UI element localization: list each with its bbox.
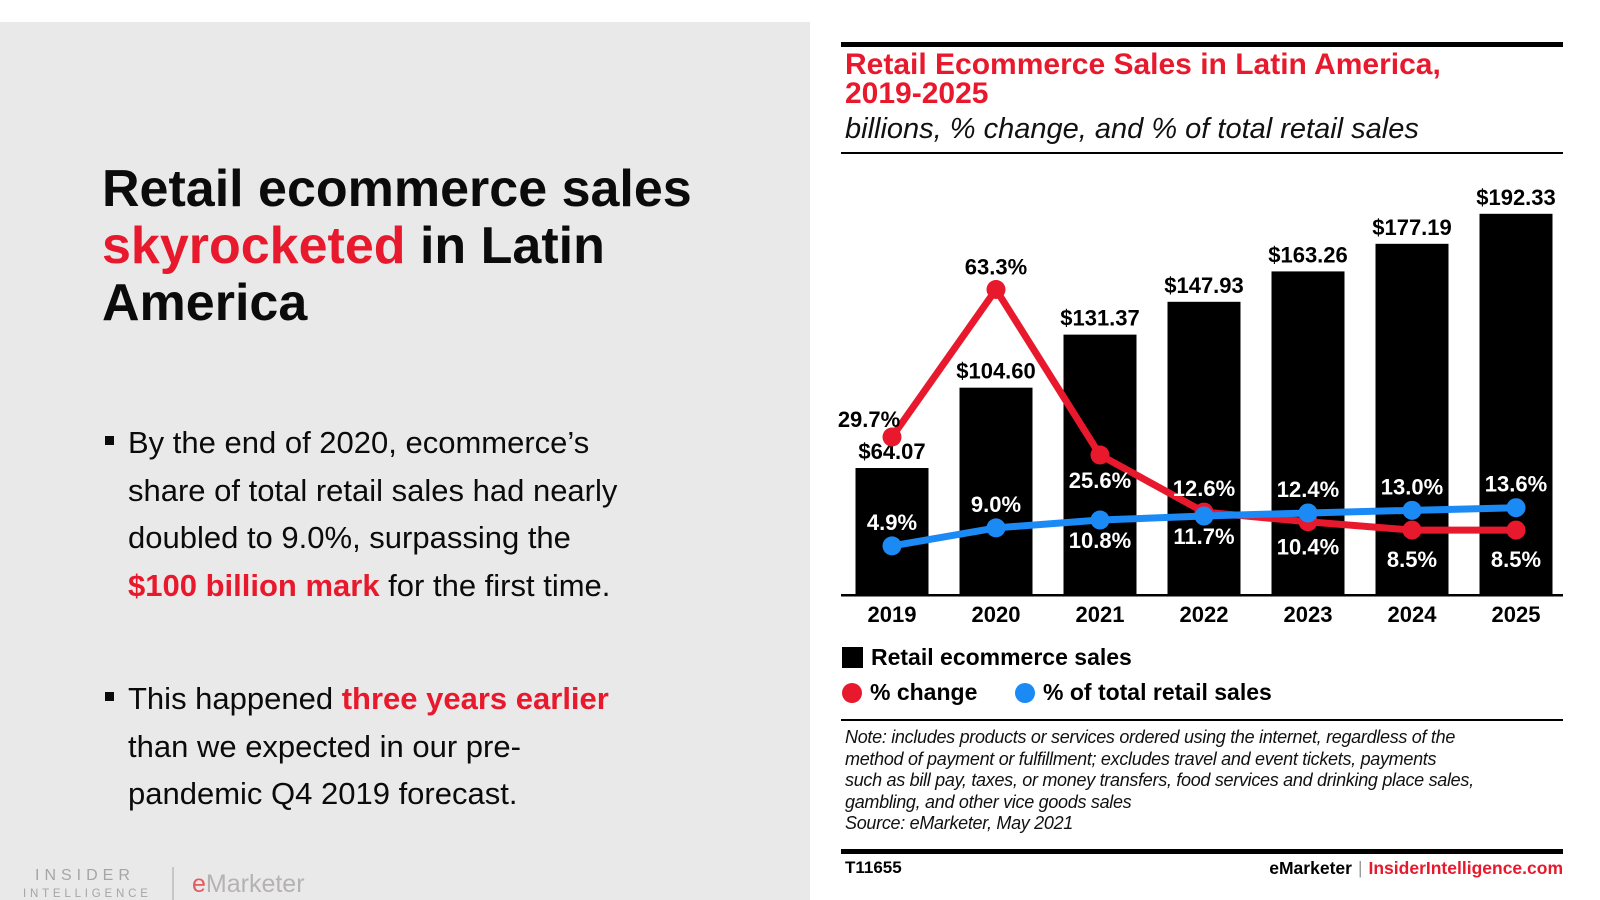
bullet-square-icon [105, 436, 114, 445]
text-segment: This happened [128, 681, 342, 716]
text-segment: for the first time. [379, 567, 611, 603]
blue-dot-icon [1015, 682, 1035, 703]
bar-value-label-2022: $147.93 [1164, 273, 1244, 298]
note-divider-rule [841, 719, 1563, 721]
pct-of-retail-label-2025: 13.6% [1485, 472, 1547, 497]
pct-of-retail-point-2025 [1506, 498, 1526, 518]
pct-of-retail-label-2022: 11.7% [1173, 524, 1234, 549]
red-dot-icon [842, 682, 862, 703]
x-tick-2024: 2024 [1388, 602, 1438, 627]
emarketer-logo-e: e [192, 870, 206, 898]
footer-brand: eMarketer [1269, 858, 1352, 878]
bullet-item: This happened three years earlier than w… [105, 675, 728, 818]
bar-swatch-icon [842, 647, 863, 668]
bar-value-label-2024: $177.19 [1372, 215, 1452, 240]
pct-of-retail-point-2021 [1090, 510, 1110, 530]
pct-of-retail-label-2020: 9.0% [971, 492, 1021, 517]
bar-2024 [1375, 243, 1449, 595]
footer-rule [841, 849, 1563, 854]
logo-divider [172, 867, 174, 900]
bar-value-label-2020: $104.60 [956, 359, 1036, 384]
x-tick-2019: 2019 [868, 602, 917, 627]
pct-of-retail-point-2019 [882, 536, 902, 556]
pct-change-label-2023: 10.4% [1277, 535, 1339, 560]
legend-label: Retail ecommerce sales [871, 644, 1132, 670]
pct-of-retail-point-2024 [1402, 500, 1422, 520]
chart-id: T11655 [845, 858, 902, 877]
pct-change-label-2020: 63.3% [965, 255, 1027, 280]
pct-change-point-2024 [1402, 520, 1422, 540]
pct-of-retail-label-2019: 4.9% [867, 510, 917, 535]
bar-2023 [1271, 271, 1345, 595]
legend-item-pct-change: % change [842, 679, 977, 706]
top-rule [841, 42, 1563, 47]
x-tick-2023: 2023 [1284, 602, 1333, 627]
pct-change-label-2019: 29.7% [838, 407, 900, 432]
pct-change-point-2020 [986, 280, 1006, 300]
pct-of-retail-label-2024: 13.0% [1381, 474, 1443, 499]
pct-of-retail-label-2021: 10.8% [1069, 528, 1131, 553]
x-tick-2025: 2025 [1492, 602, 1541, 627]
footer-site-link: InsiderIntelligence.com [1368, 858, 1564, 878]
bar-value-label-2025: $192.33 [1476, 185, 1556, 210]
chart-subtitle: billions, % change, and % of total retai… [845, 113, 1419, 145]
bar-value-label-2023: $163.26 [1268, 242, 1348, 267]
pct-of-retail-label-2023: 12.4% [1277, 477, 1339, 502]
text-segment: Retail ecommerce sales [102, 160, 692, 218]
pct-change-point-2021 [1090, 445, 1110, 465]
pct-change-point-2025 [1506, 520, 1526, 540]
emarketer-logo-rest: Marketer [205, 870, 305, 898]
bullet-square-icon [105, 692, 114, 701]
footer-branding: eMarketer | InsiderIntelligence.com [1269, 858, 1563, 879]
bar-2020 [959, 387, 1033, 595]
pct-of-retail-point-2020 [986, 518, 1006, 538]
highlighted-text: skyrocketed [102, 217, 406, 275]
emarketer-logo: eMarketer [192, 872, 305, 897]
bar-2021 [1063, 334, 1137, 595]
bullet-item: By the end of 2020, ecommerce’s share of… [105, 419, 728, 609]
bar-2022 [1167, 301, 1241, 595]
highlighted-text: $100 billion mark [128, 567, 380, 603]
legend-item-bars: Retail ecommerce sales [842, 644, 1132, 671]
left-text-panel: Retail ecommerce sales skyrocketed in La… [0, 22, 810, 900]
x-axis-line [841, 594, 1563, 597]
x-tick-2020: 2020 [972, 602, 1021, 627]
legend-label: % of total retail sales [1043, 679, 1272, 705]
bar-value-label-2021: $131.37 [1060, 306, 1140, 331]
insider-logo-line1: INSIDER [35, 867, 135, 884]
pct-change-label-2021: 25.6% [1069, 468, 1131, 493]
text-segment: By the end of 2020, ecommerce’s share of… [128, 425, 618, 555]
footer-separator: | [1357, 858, 1363, 878]
legend-label: % change [870, 679, 978, 705]
x-tick-2022: 2022 [1180, 602, 1229, 627]
title-divider-rule [841, 152, 1563, 154]
text-segment: than we expected in our pre- pandemic Q4… [128, 728, 521, 812]
slide-title: Retail ecommerce sales skyrocketed in La… [102, 161, 762, 332]
text-segment: in Latin America [102, 217, 605, 332]
pct-change-label-2022: 12.6% [1173, 476, 1235, 501]
chart-note: Note: includes products or services orde… [845, 727, 1474, 833]
bullet-text: This happened three years earlier than w… [128, 675, 728, 818]
chart-title: Retail Ecommerce Sales in Latin America,… [845, 48, 1441, 110]
bar-2019 [855, 468, 929, 595]
insider-logo-line2: INTELLIGENCE [23, 888, 152, 900]
pct-of-retail-point-2022 [1194, 506, 1214, 526]
legend-item-pct-of-retail: % of total retail sales [1015, 679, 1272, 706]
highlighted-text: three years earlier [341, 681, 609, 716]
pct-change-label-2025: 8.5% [1491, 547, 1541, 572]
pct-change-point-2019 [882, 427, 902, 447]
pct-of-retail-point-2023 [1298, 503, 1318, 523]
x-tick-2021: 2021 [1076, 602, 1125, 627]
bullet-text: By the end of 2020, ecommerce’s share of… [128, 419, 728, 609]
combo-chart: $64.07$104.60$131.37$147.93$163.26$177.1… [838, 185, 1563, 627]
pct-change-label-2024: 8.5% [1387, 547, 1437, 572]
